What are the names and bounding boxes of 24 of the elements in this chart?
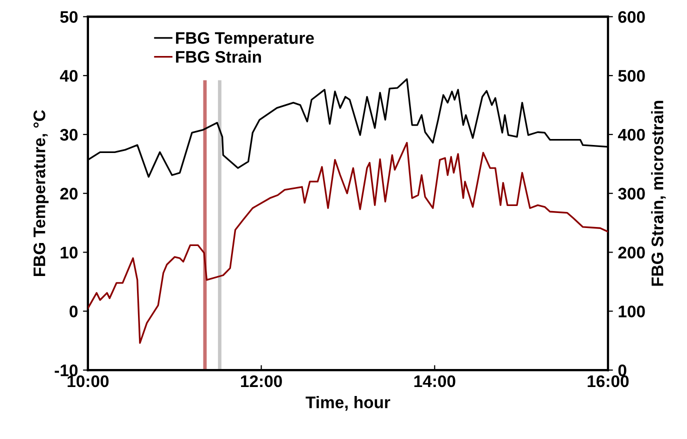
y-tick-label: 20: [60, 188, 78, 200]
y2-tick-label: 600: [618, 11, 645, 23]
x-tick-label: 14:00: [414, 375, 456, 388]
line-series: [88, 142, 608, 344]
y2-tick-label: 400: [618, 128, 645, 141]
y-tick-label: 40: [60, 70, 78, 82]
x-tick-label: 12:00: [241, 375, 282, 388]
legend-label: FBG Temperature: [176, 32, 314, 48]
y-tick-label: 10: [60, 246, 78, 258]
x-axis-title: Time, hour: [306, 396, 390, 411]
y2-tick-label: 200: [618, 246, 645, 258]
y-axis-title: FBG Temperature, °C: [33, 110, 49, 276]
y2-axis-title: FBG Strain, microstrain: [651, 100, 666, 286]
x-tick-label: 16:00: [588, 375, 629, 388]
y2-tick-label: 300: [618, 188, 645, 200]
y-tick-label: -10: [54, 364, 78, 376]
y2-tick-label: 0: [618, 364, 626, 376]
legend-label: FBG Strain: [176, 50, 261, 63]
y-tick-label: 0: [70, 306, 78, 318]
y2-tick-label: 500: [618, 70, 645, 82]
y2-tick-label: 100: [618, 306, 645, 318]
y-tick-label: 50: [60, 11, 78, 23]
y-tick-label: 30: [60, 128, 78, 141]
x-tick-label: 10:00: [68, 375, 109, 388]
